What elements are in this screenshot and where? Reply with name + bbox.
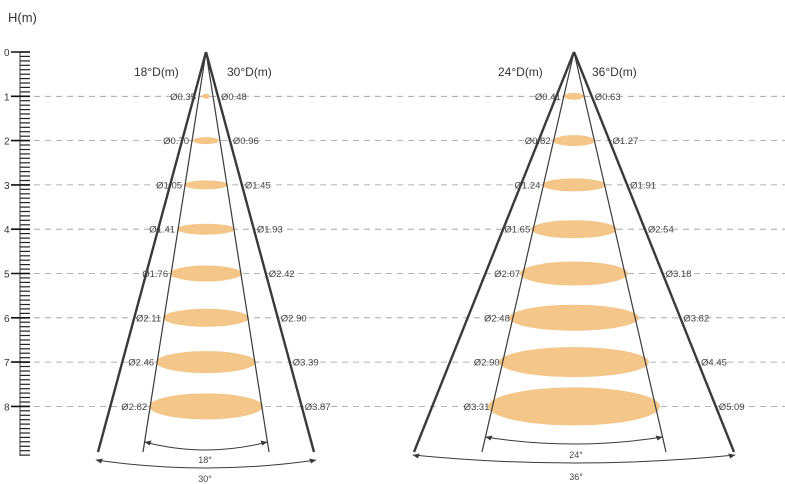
outer-diameter-label-3: Ø1.45 — [245, 180, 271, 191]
cone-outer-right-edge — [204, 51, 316, 453]
inner-diameter-label-3: Ø1.05 — [156, 180, 182, 191]
light-spot-7 — [499, 347, 649, 378]
inner-angle-label: 18° — [198, 455, 212, 465]
height-axis: H(m) 0 1 2 3 4 5 6 7 8 — [4, 10, 37, 456]
cone-outer-left-edge — [412, 51, 576, 453]
inner-diameter-label-2: Ø0.82 — [525, 136, 551, 147]
outer-diameter-label-6: Ø3.82 — [683, 313, 709, 324]
light-spot-2 — [553, 135, 595, 147]
diameter-labels: Ø0.35 Ø0.48 Ø0.70 Ø0.96 Ø1.05 Ø1.45 Ø1.41 Ø1.93… — [121, 92, 330, 413]
height-tick-labels: 0 1 2 3 4 5 6 7 8 — [4, 48, 30, 413]
light-spot-3 — [542, 178, 606, 192]
height-tick-5: 5 — [4, 270, 10, 281]
outer-angle-label: 30° — [198, 474, 212, 484]
outer-diameter-label-2: Ø0.96 — [233, 136, 259, 147]
outer-diameter-label-1: Ø0.48 — [221, 92, 247, 103]
outer-diameter-label-4: Ø1.93 — [257, 225, 283, 236]
cone-inner-right-edge — [205, 51, 270, 453]
light-spot-5 — [520, 261, 628, 286]
ruler-scale — [19, 51, 30, 456]
outer-diameter-label-8: Ø5.09 — [719, 402, 745, 413]
beam-cone-18-30: 18°D(m) 30°D(m) Ø0.35 Ø0.48 Ø0.70 Ø0.96 Ø1.0… — [95, 51, 331, 484]
light-spots — [488, 92, 660, 426]
light-spot-1 — [564, 92, 584, 100]
height-tick-0: 0 — [4, 48, 10, 59]
inner-angle-header: 24°D(m) — [498, 65, 543, 79]
light-spot-8 — [149, 393, 263, 420]
inner-diameter-label-4: Ø1.41 — [149, 225, 175, 236]
inner-diameter-label-7: Ø2.90 — [474, 358, 500, 369]
light-spot-4 — [531, 220, 617, 239]
outer-angle-arc — [412, 453, 736, 464]
height-tick-6: 6 — [4, 314, 10, 325]
inner-diameter-label-6: Ø2.48 — [484, 313, 510, 324]
outer-diameter-label-3: Ø1.91 — [630, 180, 656, 191]
light-spot-7 — [156, 351, 256, 374]
outer-angle-header: 36°D(m) — [592, 65, 637, 79]
height-tick-2: 2 — [4, 137, 10, 148]
outer-diameter-label-5: Ø3.18 — [666, 269, 692, 280]
beam-cone-24-36: 24°D(m) 36°D(m) Ø0.41 Ø0.63 Ø0.82 Ø1.27 Ø1.2… — [412, 51, 745, 482]
outer-diameter-label-6: Ø2.90 — [281, 313, 307, 324]
inner-angle-arc — [485, 435, 663, 445]
light-spot-4 — [177, 223, 235, 235]
light-spot-3 — [184, 180, 228, 190]
inner-diameter-label-2: Ø0.70 — [163, 136, 189, 147]
angle-arcs — [412, 435, 736, 464]
inner-diameter-label-1: Ø0.35 — [170, 92, 196, 103]
inner-angle-label: 24° — [569, 450, 583, 460]
height-tick-4: 4 — [4, 225, 10, 236]
outer-diameter-label-5: Ø2.42 — [269, 269, 295, 280]
cone-outer-left-edge — [96, 51, 208, 453]
light-spot-5 — [170, 265, 242, 282]
inner-angle-arc — [144, 440, 268, 451]
inner-diameter-label-8: Ø3.31 — [464, 402, 490, 413]
outer-angle-arc — [95, 458, 317, 469]
outer-diameter-label-7: Ø4.45 — [701, 358, 727, 369]
cone-outlines — [96, 51, 316, 453]
light-spot-8 — [488, 387, 660, 426]
height-tick-7: 7 — [4, 358, 10, 369]
height-tick-3: 3 — [4, 181, 10, 192]
cone-inner-left-edge — [481, 51, 575, 453]
cone-inner-left-edge — [142, 51, 207, 453]
diameter-labels: Ø0.41 Ø0.63 Ø0.82 Ø1.27 Ø1.24 Ø1.91 Ø1.65 Ø2.54… — [464, 92, 745, 413]
inner-diameter-label-5: Ø2.07 — [494, 269, 520, 280]
outer-diameter-label-1: Ø0.63 — [595, 92, 621, 103]
cone-outlines — [412, 51, 736, 453]
inner-diameter-label-4: Ø1.65 — [504, 225, 530, 236]
inner-diameter-label-1: Ø0.41 — [535, 92, 561, 103]
outer-diameter-label-4: Ø2.54 — [648, 225, 674, 236]
light-spot-1 — [202, 93, 210, 99]
inner-diameter-label-7: Ø2.46 — [128, 358, 154, 369]
cone-outer-right-edge — [572, 51, 736, 453]
height-tick-8: 8 — [4, 402, 10, 413]
inner-angle-header: 18°D(m) — [134, 65, 179, 79]
inner-diameter-label-5: Ø1.76 — [142, 269, 168, 280]
height-tick-1: 1 — [4, 92, 10, 103]
inner-diameter-label-8: Ø2.82 — [121, 402, 147, 413]
outer-angle-label: 36° — [569, 472, 583, 482]
outer-diameter-label-2: Ø1.27 — [612, 136, 638, 147]
light-spots — [149, 93, 263, 420]
outer-diameter-label-8: Ø3.87 — [305, 402, 331, 413]
angle-arcs — [95, 440, 317, 469]
light-spot-2 — [193, 137, 219, 145]
inner-diameter-label-6: Ø2.11 — [136, 313, 161, 324]
outer-diameter-label-7: Ø3.39 — [293, 358, 319, 369]
inner-diameter-label-3: Ø1.24 — [515, 180, 541, 191]
outer-angle-header: 30°D(m) — [227, 65, 272, 79]
light-spot-6 — [509, 304, 639, 331]
height-axis-label: H(m) — [8, 10, 37, 25]
light-spot-6 — [163, 308, 249, 327]
cone-inner-right-edge — [573, 51, 667, 453]
